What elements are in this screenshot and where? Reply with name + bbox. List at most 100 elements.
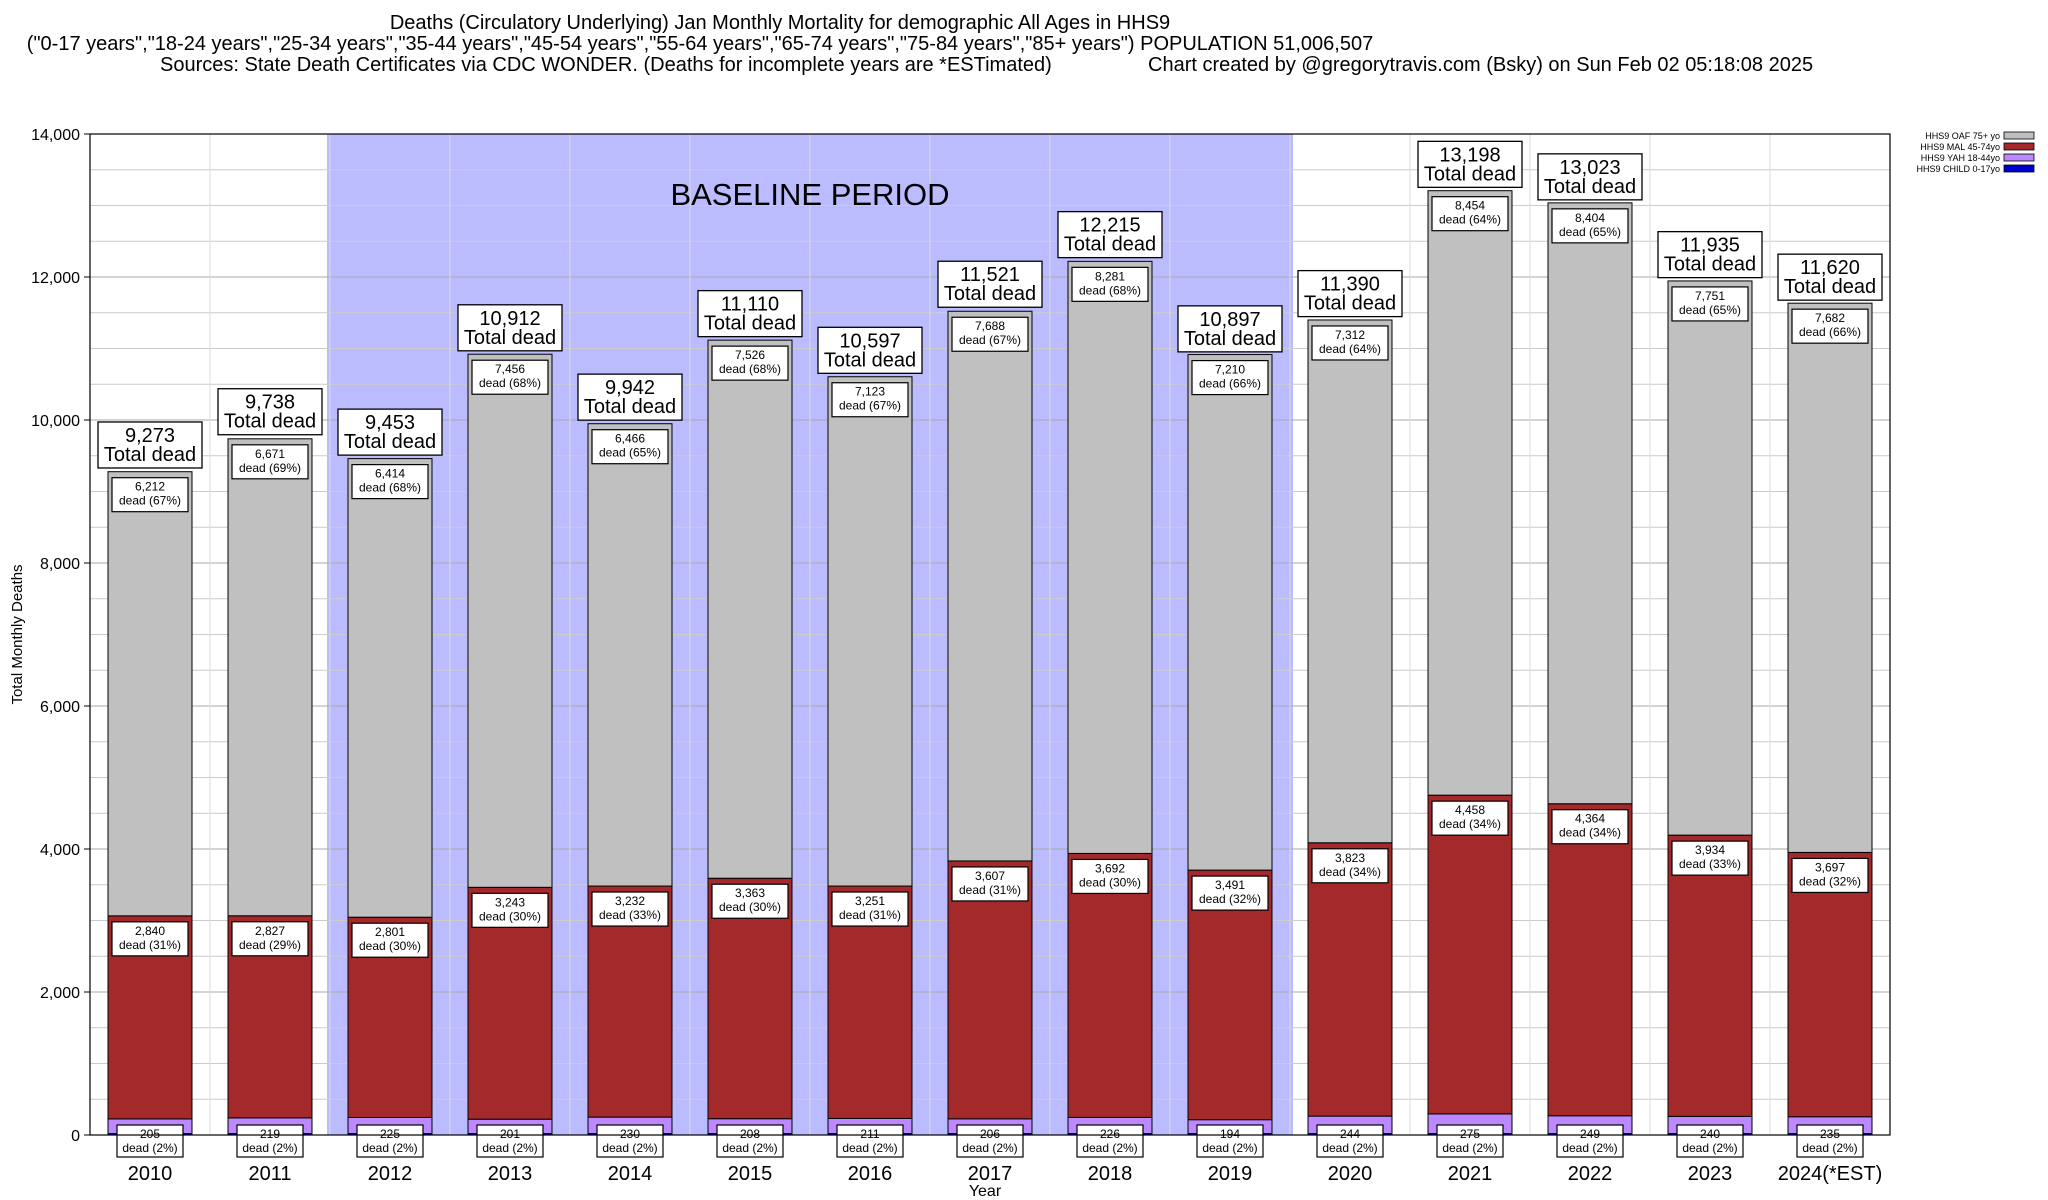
legend-swatch-oaf xyxy=(2003,131,2035,140)
bar-oaf xyxy=(1187,354,1273,871)
y-tick-label: 0 xyxy=(71,1128,80,1145)
total-dead-label: Total dead xyxy=(1784,276,1876,298)
bar-oaf xyxy=(707,339,793,879)
y-tick-label: 8,000 xyxy=(40,556,80,573)
oaf-label-value: 7,312 xyxy=(1335,328,1365,342)
total-value: 11,110 xyxy=(721,294,779,316)
oaf-label-percent: dead (66%) xyxy=(1799,325,1861,339)
chart-subtitle: ("0-17 years","18-24 years","25-34 years… xyxy=(26,33,1374,55)
mal-label-value: 3,823 xyxy=(1335,851,1365,865)
total-label-box xyxy=(337,408,443,456)
total-value: 11,935 xyxy=(1680,235,1740,257)
bar-mal xyxy=(1187,869,1273,1121)
bar-oaf xyxy=(1067,260,1153,854)
legend-entry-label: HHS9 MAL 45-74yo xyxy=(1920,142,2000,152)
oaf-label-value: 6,466 xyxy=(615,432,645,446)
oaf-label-percent: dead (68%) xyxy=(719,362,781,376)
yah-label-percent: dead (2%) xyxy=(1082,1141,1137,1155)
mal-label-percent: dead (32%) xyxy=(1799,874,1861,888)
mal-label-percent: dead (31%) xyxy=(959,883,1021,897)
yah-label-value: 235 xyxy=(1820,1127,1840,1141)
oaf-label-value: 7,751 xyxy=(1695,289,1725,303)
bar-oaf xyxy=(1667,280,1753,836)
yah-label-percent: dead (2%) xyxy=(482,1141,537,1155)
y-tick-label: 4,000 xyxy=(40,842,80,859)
total-dead-label: Total dead xyxy=(704,313,796,335)
oaf-label-value: 7,526 xyxy=(735,348,765,362)
y-tick-label: 6,000 xyxy=(40,699,80,716)
x-tick-label: 2022 xyxy=(1568,1163,1613,1185)
yah-label-box xyxy=(1436,1124,1504,1158)
total-label-box xyxy=(1537,153,1643,201)
y-tick-label: 2,000 xyxy=(40,985,80,1002)
yah-label-value: 219 xyxy=(260,1127,280,1141)
oaf-label-box xyxy=(1311,325,1389,361)
total-value: 9,273 xyxy=(125,425,175,447)
total-dead-label: Total dead xyxy=(1424,163,1516,185)
yah-label-value: 230 xyxy=(620,1127,640,1141)
yah-label-value: 249 xyxy=(1580,1127,1600,1141)
x-tick-label: 2012 xyxy=(368,1163,413,1185)
oaf-label-percent: dead (65%) xyxy=(599,446,661,460)
total-value: 10,912 xyxy=(479,308,540,330)
total-dead-label: Total dead xyxy=(1184,328,1276,350)
mal-label-percent: dead (30%) xyxy=(719,900,781,914)
oaf-label-percent: dead (66%) xyxy=(1199,377,1261,391)
yah-label-percent: dead (2%) xyxy=(722,1141,777,1155)
mal-label-box xyxy=(1191,875,1269,911)
bar-mal xyxy=(1427,794,1513,1115)
mal-label-value: 3,363 xyxy=(735,886,765,900)
x-tick-label: 2024(*EST) xyxy=(1778,1163,1883,1185)
oaf-label-percent: dead (65%) xyxy=(1559,225,1621,239)
total-label-box xyxy=(1657,230,1763,279)
x-axis-title: Year xyxy=(969,1183,1002,1200)
mal-label-percent: dead (31%) xyxy=(839,908,901,922)
mal-label-value: 3,692 xyxy=(1095,861,1125,875)
mal-label-box xyxy=(351,922,429,958)
total-dead-label: Total dead xyxy=(944,283,1036,305)
mal-label-box xyxy=(1431,800,1509,836)
total-label-box xyxy=(817,326,923,374)
yah-label-percent: dead (2%) xyxy=(1802,1141,1857,1155)
yah-label-percent: dead (2%) xyxy=(1682,1141,1737,1155)
total-dead-label: Total dead xyxy=(1664,254,1756,276)
mal-label-value: 3,232 xyxy=(615,894,645,908)
yah-label-percent: dead (2%) xyxy=(602,1141,657,1155)
total-dead-label: Total dead xyxy=(1064,234,1156,256)
oaf-label-percent: dead (68%) xyxy=(359,481,421,495)
bar-oaf xyxy=(107,471,193,917)
total-value: 9,738 xyxy=(245,392,295,414)
mal-label-value: 4,458 xyxy=(1455,803,1485,817)
total-label-box xyxy=(1417,140,1523,188)
oaf-label-value: 8,404 xyxy=(1575,211,1605,225)
yah-label-percent: dead (2%) xyxy=(1562,1141,1617,1155)
mal-label-percent: dead (32%) xyxy=(1199,892,1261,906)
total-value: 13,198 xyxy=(1439,144,1500,166)
total-dead-label: Total dead xyxy=(1544,176,1636,198)
total-dead-label: Total dead xyxy=(464,327,556,349)
x-tick-label: 2023 xyxy=(1688,1163,1733,1185)
mal-label-box xyxy=(711,883,789,919)
yah-label-percent: dead (2%) xyxy=(1442,1141,1497,1155)
oaf-label-percent: dead (68%) xyxy=(479,376,541,390)
oaf-label-value: 8,281 xyxy=(1095,269,1125,283)
yah-label-percent: dead (2%) xyxy=(242,1141,297,1155)
yah-label-percent: dead (2%) xyxy=(962,1141,1017,1155)
mal-label-box xyxy=(111,921,189,957)
yah-label-value: 226 xyxy=(1100,1127,1120,1141)
mal-label-value: 2,840 xyxy=(135,924,165,938)
mal-label-box xyxy=(1071,858,1149,895)
mal-label-box xyxy=(1311,848,1389,884)
x-tick-label: 2014 xyxy=(608,1163,653,1185)
x-tick-label: 2013 xyxy=(488,1163,533,1185)
bar-oaf xyxy=(1787,302,1873,853)
total-value: 10,597 xyxy=(839,330,900,352)
bar-oaf xyxy=(1427,190,1513,796)
oaf-label-value: 8,454 xyxy=(1455,199,1485,213)
mal-label-percent: dead (30%) xyxy=(359,939,421,953)
yah-label-value: 201 xyxy=(500,1127,520,1141)
mal-label-box xyxy=(951,866,1029,902)
y-tick-label: 10,000 xyxy=(31,413,80,430)
oaf-label-box xyxy=(471,359,549,395)
x-tick-label: 2010 xyxy=(128,1163,173,1185)
